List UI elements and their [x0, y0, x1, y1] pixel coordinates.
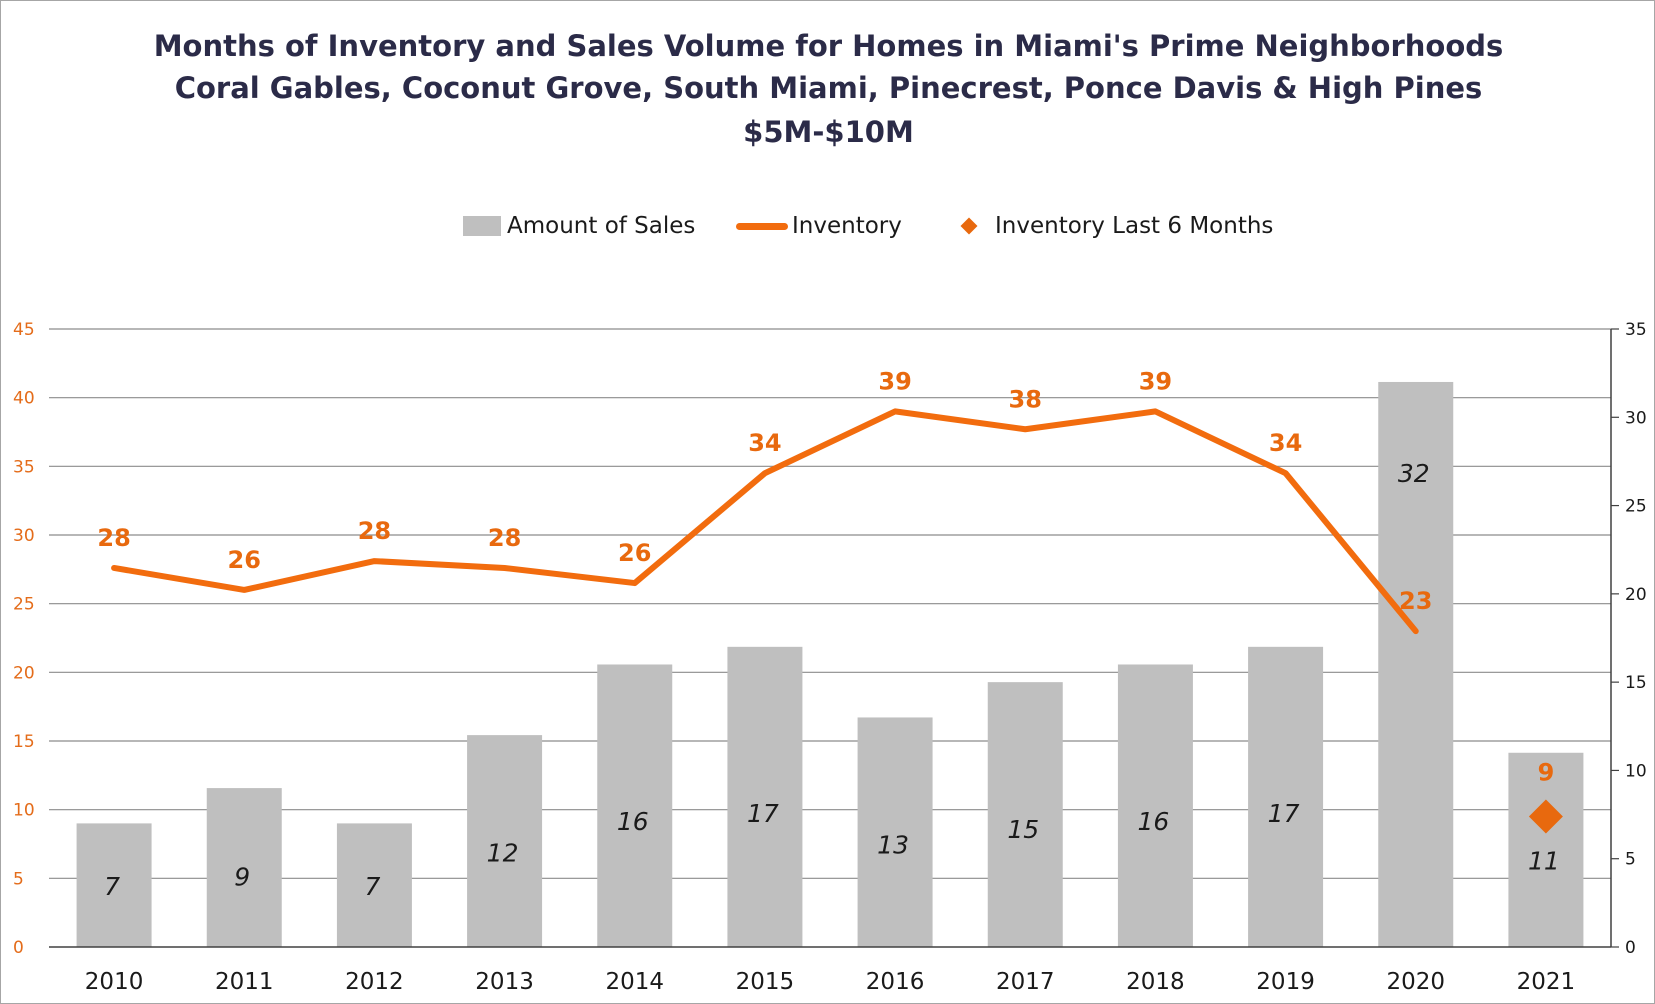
sales-bar — [1378, 381, 1454, 947]
axes: 0 5 10 15 20 25 30 35 40 45 0 5 10 15 20 25 30 35 2010 2011… — [13, 320, 1647, 995]
sales-bars — [76, 381, 1584, 947]
sales-bar-label: 15 — [1007, 815, 1039, 844]
sales-bar — [467, 735, 543, 947]
right-axis-tick-label: 0 — [1625, 938, 1636, 958]
sales-bar — [336, 823, 412, 947]
chart-title: Months of Inventory and Sales Volume for… — [153, 29, 1504, 63]
inventory-point-label: 39 — [878, 367, 911, 395]
inventory-point-label: 23 — [1399, 587, 1432, 615]
legend-item-sales: Amount of Sales — [463, 213, 695, 239]
data-labels: 7 9 7 12 16 17 13 15 16 17 32 11 28 26 28 28 26 34 39 38 39 3… — [97, 367, 1559, 901]
x-tick-label: 2017 — [996, 969, 1055, 995]
sales-bar — [857, 717, 933, 947]
left-axis-tick-label: 15 — [13, 732, 35, 752]
inventory-point-label: 26 — [618, 539, 651, 567]
legend-line-swatch-icon — [736, 222, 788, 230]
inventory-last6-label: 9 — [1538, 759, 1555, 787]
sales-bar — [727, 646, 803, 947]
sales-bar — [1117, 664, 1193, 947]
inventory-line-path — [111, 408, 1419, 635]
chart-subtitle: Coral Gables, Coconut Grove, South Miami… — [174, 71, 1483, 105]
sales-bar-label: 13 — [877, 831, 909, 860]
right-axis-tick-label: 10 — [1625, 761, 1647, 781]
legend-label-inventory: Inventory — [792, 213, 902, 239]
sales-bar — [1248, 646, 1324, 947]
legend-label-sales: Amount of Sales — [507, 213, 696, 239]
left-axis-tick-label: 5 — [13, 869, 24, 889]
inventory-point-label: 28 — [488, 524, 521, 552]
right-axis-tick-label: 5 — [1625, 850, 1636, 870]
inventory-point-label: 34 — [1269, 429, 1302, 457]
x-tick-label: 2016 — [866, 969, 925, 995]
left-axis-tick-label: 25 — [13, 595, 35, 615]
legend: Amount of Sales Inventory Inventory Last… — [1, 213, 1655, 249]
legend-bar-swatch-icon — [463, 216, 501, 236]
sales-bar — [597, 664, 673, 947]
sales-bar-label: 16 — [1138, 807, 1170, 836]
sales-bar-label: 7 — [104, 872, 120, 901]
chart-price-range: $5M-$10M — [743, 115, 914, 149]
x-tick-label: 2013 — [475, 969, 534, 995]
right-axis-tick-label: 20 — [1625, 585, 1647, 605]
left-axis-tick-label: 0 — [13, 938, 24, 958]
left-axis-tick-label: 30 — [13, 526, 35, 546]
x-tick-label: 2018 — [1126, 969, 1185, 995]
right-axis-tick-label: 25 — [1625, 497, 1647, 517]
inventory-point-label: 28 — [97, 524, 130, 552]
sales-bar-label: 17 — [1268, 799, 1300, 828]
x-tick-label: 2021 — [1517, 969, 1576, 995]
sales-bar-label: 12 — [487, 839, 519, 868]
x-tick-label: 2014 — [605, 969, 664, 995]
gridlines — [49, 328, 1611, 879]
x-tick-label: 2012 — [345, 969, 404, 995]
x-tick-label: 2020 — [1386, 969, 1445, 995]
sales-bar-label: 17 — [747, 799, 779, 828]
inventory-point-label: 34 — [748, 429, 781, 457]
legend-label-inventory-last6: Inventory Last 6 Months — [995, 213, 1274, 239]
inventory-point-label: 28 — [358, 517, 391, 545]
inventory-point-label: 39 — [1139, 367, 1172, 395]
sales-bar — [206, 788, 282, 947]
inventory-point-label: 38 — [1009, 385, 1042, 413]
sales-bar-label: 32 — [1398, 459, 1430, 488]
right-axis-tick-label: 30 — [1625, 408, 1647, 428]
sales-bar — [1508, 752, 1584, 947]
inventory-last6-diamond-marker — [1528, 799, 1563, 834]
sales-bar — [987, 682, 1063, 947]
sales-bar-label: 7 — [364, 872, 380, 901]
x-tick-label: 2010 — [85, 969, 144, 995]
left-axis-tick-label: 35 — [13, 457, 35, 477]
sales-bar-label: 9 — [234, 862, 250, 891]
left-axis-tick-label: 40 — [13, 389, 35, 409]
sales-bar — [76, 823, 152, 947]
sales-bar-label: 11 — [1528, 847, 1560, 876]
inventory-line — [111, 408, 1563, 834]
left-axis-tick-label: 20 — [13, 663, 35, 683]
left-axis-tick-label: 45 — [13, 320, 35, 340]
left-axis-tick-label: 10 — [13, 801, 35, 821]
x-tick-label: 2011 — [215, 969, 274, 995]
x-tick-label: 2019 — [1256, 969, 1315, 995]
right-axis-tick-label: 35 — [1625, 320, 1647, 340]
sales-bar-label: 16 — [617, 807, 649, 836]
x-tick-label: 2015 — [736, 969, 795, 995]
inventory-point-label: 26 — [228, 546, 261, 574]
legend-item-inventory: Inventory — [736, 213, 902, 239]
right-axis-tick-label: 15 — [1625, 673, 1647, 693]
legend-item-inventory-last6: Inventory Last 6 Months — [951, 213, 1273, 239]
